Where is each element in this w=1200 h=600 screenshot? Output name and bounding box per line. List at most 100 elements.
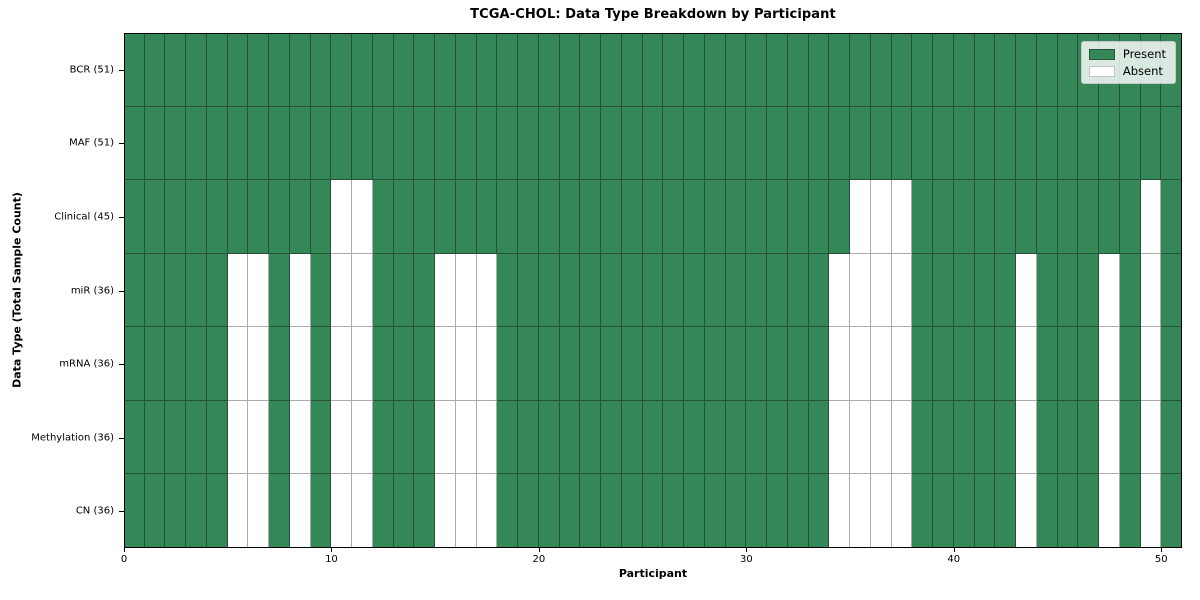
heatmap-cell (435, 253, 456, 328)
heatmap-cell (933, 180, 954, 254)
heatmap-cell (808, 33, 830, 107)
heatmap-cell (1140, 474, 1162, 548)
heatmap-cell (1016, 253, 1037, 328)
heatmap-cell (580, 400, 602, 475)
heatmap-cell (684, 106, 705, 181)
heatmap-cell (1036, 327, 1058, 401)
heatmap-cell (269, 106, 290, 181)
y-tick-label: mRNA (36) (59, 358, 114, 370)
heatmap-cell (165, 474, 187, 548)
y-tick-label: miR (36) (70, 285, 114, 296)
heatmap-cell (580, 33, 602, 107)
legend-label: Present (1122, 47, 1166, 61)
heatmap-cell (538, 106, 560, 181)
heatmap-cell (414, 180, 436, 254)
heatmap-cell (435, 327, 456, 401)
heatmap-cell (684, 474, 705, 548)
heatmap-cell (787, 400, 809, 475)
heatmap-cell (248, 253, 270, 328)
chart-title: TCGA-CHOL: Data Type Breakdown by Partic… (470, 7, 836, 22)
heatmap-cell (476, 327, 498, 401)
heatmap-cell (227, 327, 249, 401)
heatmap-cell (995, 253, 1017, 328)
heatmap-cell (1016, 474, 1037, 548)
heatmap-cell (1119, 327, 1141, 401)
heatmap-cell (621, 180, 643, 254)
heatmap-cell (663, 474, 685, 548)
y-tick-mark (119, 364, 124, 366)
heatmap-cell (642, 106, 664, 181)
x-tick-label: 50 (1154, 554, 1168, 565)
heatmap-cell (206, 106, 228, 181)
x-tick-mark (124, 548, 125, 552)
heatmap-cell (1161, 253, 1182, 328)
heatmap-cell (476, 474, 498, 548)
heatmap-cell (497, 474, 519, 548)
heatmap-cell (704, 474, 726, 548)
heatmap-cell (995, 180, 1017, 254)
heatmap-cell (455, 400, 477, 475)
y-tick-label: MAF (51) (69, 137, 114, 149)
heatmap-cell (601, 33, 622, 107)
heatmap-cell (601, 327, 622, 401)
heatmap-cell (1119, 400, 1141, 475)
heatmap-cell (1078, 180, 1100, 254)
heatmap-cell (393, 253, 415, 328)
heatmap-cell (933, 253, 954, 328)
heatmap-cell (331, 474, 353, 548)
heatmap-cell (891, 33, 913, 107)
heatmap-cell (124, 253, 145, 328)
heatmap-cell (289, 106, 311, 181)
heatmap-cell (642, 327, 664, 401)
heatmap-cell (850, 33, 871, 107)
heatmap-cell (974, 400, 996, 475)
x-tick-label: 20 (532, 554, 546, 565)
heatmap-cell (1099, 253, 1120, 328)
heatmap-cell (704, 106, 726, 181)
heatmap-cell (144, 180, 166, 254)
heatmap-cell (248, 400, 270, 475)
heatmap-cell (559, 33, 581, 107)
heatmap-cell (601, 474, 622, 548)
heatmap-cell (1140, 400, 1162, 475)
heatmap-cell (601, 106, 622, 181)
heatmap-cell (393, 327, 415, 401)
heatmap-cell (455, 33, 477, 107)
heatmap-cell (435, 474, 456, 548)
heatmap-cell (455, 106, 477, 181)
heatmap-cell (227, 474, 249, 548)
heatmap-cell (663, 33, 685, 107)
heatmap-cell (912, 253, 934, 328)
heatmap-cell (352, 327, 373, 401)
heatmap-cell (1016, 180, 1037, 254)
heatmap-cell (414, 400, 436, 475)
heatmap-cell (787, 33, 809, 107)
heatmap-cell (746, 33, 768, 107)
heatmap-cell (372, 106, 394, 181)
legend-item-present: Present (1088, 47, 1166, 61)
heatmap-cell (953, 327, 975, 401)
heatmap-cell (227, 106, 249, 181)
heatmap-cell (995, 400, 1017, 475)
heatmap-cell (476, 33, 498, 107)
heatmap-cell (829, 400, 851, 475)
heatmap-cell (414, 327, 436, 401)
heatmap-cell (372, 180, 394, 254)
heatmap-cell (144, 474, 166, 548)
heatmap-cell (1119, 180, 1141, 254)
heatmap-cell (248, 33, 270, 107)
heatmap-cell (518, 253, 539, 328)
heatmap-cell (372, 33, 394, 107)
heatmap-cell (787, 253, 809, 328)
heatmap-cell (767, 180, 788, 254)
heatmap-cell (829, 33, 851, 107)
heatmap-cell (518, 327, 539, 401)
heatmap-cell (1099, 327, 1120, 401)
heatmap-cell (518, 180, 539, 254)
heatmap-cell (1119, 106, 1141, 181)
heatmap-cell (497, 327, 519, 401)
heatmap-cell (186, 400, 207, 475)
heatmap-cell (497, 33, 519, 107)
heatmap-cell (497, 253, 519, 328)
heatmap-cell (310, 474, 332, 548)
